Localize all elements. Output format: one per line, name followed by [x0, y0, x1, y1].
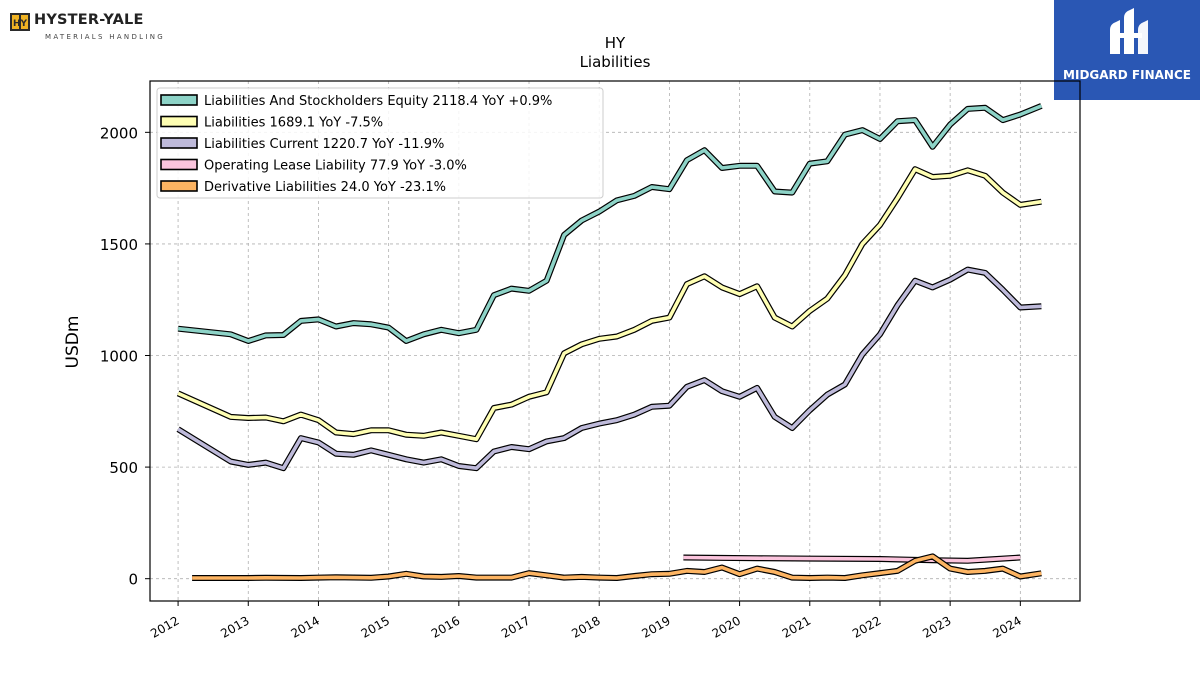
midgard-finance-badge: MIDGARD FINANCE	[1054, 0, 1200, 100]
liabilities-and-stockholders-equity-line	[177, 104, 1043, 343]
legend-swatch-derivative-liabilities	[160, 180, 198, 192]
y-tick-label: 500	[109, 459, 138, 477]
legend-swatch-operating-lease-liability	[160, 158, 198, 171]
logo-badge-text: HY	[13, 19, 28, 29]
liabilities-line	[177, 167, 1042, 442]
legend-swatch-liabilities-and-stockholders-equity	[160, 94, 198, 106]
y-axis-label: USDm	[63, 316, 83, 369]
y-tick-label: 1500	[100, 236, 138, 254]
x-tick-label: 2024	[990, 613, 1023, 640]
x-tick-label: 2018	[569, 613, 602, 640]
legend-label-derivative-liabilities: Derivative Liabilities 24.0 YoY -23.1%	[204, 180, 446, 195]
hy-badge-icon: HY	[10, 13, 30, 31]
x-tick-label: 2017	[499, 613, 532, 640]
chart-subtitle: Liabilities	[580, 53, 651, 71]
x-tick-label: 2015	[359, 613, 392, 640]
brand-name: MIDGARD FINANCE	[1063, 68, 1191, 82]
operating-lease-liability-line	[683, 555, 1021, 563]
x-tick-label: 2016	[429, 613, 462, 640]
legend: Liabilities And Stockholders Equity 2118…	[156, 87, 604, 199]
midgard-logo-icon	[1110, 8, 1148, 54]
derivative-liabilities-line	[192, 554, 1042, 580]
chart-title: HY	[605, 34, 626, 52]
x-tick-label: 2014	[288, 613, 321, 640]
y-tick-label: 2000	[100, 124, 138, 142]
x-tick-label: 2020	[710, 613, 743, 640]
hyster-yale-logo: HY HYSTER-YALE MATERIALS HANDLING	[10, 10, 163, 46]
y-tick-label: 0	[128, 571, 138, 589]
legend-label-liabilities-current: Liabilities Current 1220.7 YoY -11.9%	[204, 137, 444, 152]
y-tick-label: 1000	[100, 348, 138, 366]
legend-swatch-liabilities-current	[160, 137, 198, 149]
legend-label-liabilities-and-stockholders-equity: Liabilities And Stockholders Equity 2118…	[204, 94, 552, 109]
logo-name: HYSTER-YALE	[34, 12, 144, 28]
axis-ticks: 0 500 1000 1500 2000 2012 2013 2014 2015 2016 2017…	[100, 124, 1024, 641]
logo-subtext: MATERIALS HANDLING	[45, 33, 165, 41]
legend-label-liabilities: Liabilities 1689.1 YoY -7.5%	[204, 116, 383, 131]
x-tick-label: 2019	[639, 613, 672, 640]
plot-frame	[149, 80, 1081, 602]
x-tick-label: 2022	[850, 613, 883, 640]
liabilities-current-line	[177, 267, 1042, 471]
x-tick-label: 2023	[920, 613, 953, 640]
legend-swatch-liabilities	[160, 115, 198, 128]
liabilities-line-outline	[176, 166, 1042, 443]
series-lines	[176, 103, 1043, 581]
legend-box	[156, 87, 604, 199]
x-tick-label: 2021	[780, 613, 813, 640]
legend-label-operating-lease-liability: Operating Lease Liability 77.9 YoY -3.0%	[204, 159, 467, 174]
x-tick-label: 2012	[148, 613, 181, 640]
x-tick-label: 2013	[218, 613, 251, 640]
